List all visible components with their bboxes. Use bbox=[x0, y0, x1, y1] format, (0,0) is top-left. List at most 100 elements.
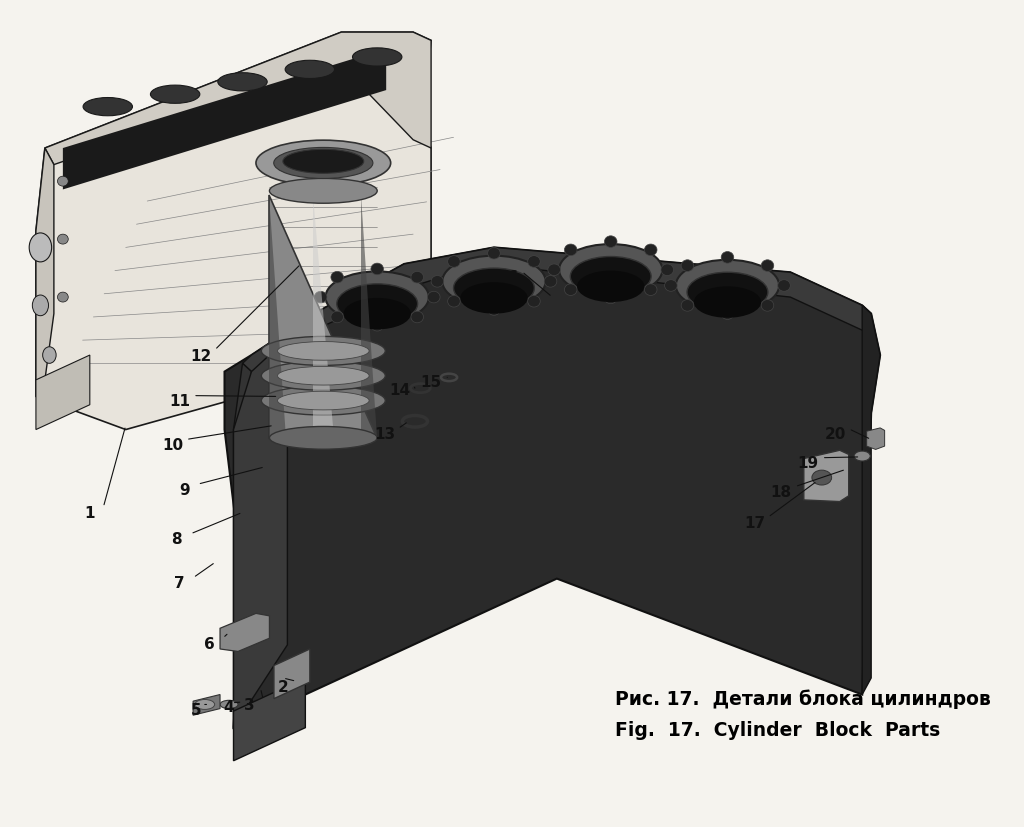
Text: 6: 6 bbox=[204, 636, 215, 651]
Ellipse shape bbox=[151, 86, 200, 104]
PathPatch shape bbox=[36, 149, 54, 397]
PathPatch shape bbox=[862, 306, 881, 695]
Circle shape bbox=[57, 235, 69, 245]
Circle shape bbox=[544, 276, 557, 288]
Circle shape bbox=[314, 292, 327, 304]
Circle shape bbox=[371, 320, 384, 332]
PathPatch shape bbox=[866, 428, 885, 450]
Circle shape bbox=[681, 300, 693, 312]
Circle shape bbox=[564, 284, 577, 296]
Text: 1: 1 bbox=[85, 505, 95, 520]
PathPatch shape bbox=[312, 196, 334, 438]
Circle shape bbox=[665, 280, 677, 292]
PathPatch shape bbox=[233, 364, 252, 728]
Ellipse shape bbox=[273, 148, 373, 179]
Ellipse shape bbox=[278, 392, 369, 410]
Circle shape bbox=[721, 252, 734, 264]
Circle shape bbox=[331, 272, 343, 284]
Circle shape bbox=[681, 261, 693, 272]
Circle shape bbox=[427, 292, 440, 304]
PathPatch shape bbox=[233, 347, 288, 728]
Text: 16: 16 bbox=[498, 270, 519, 284]
Ellipse shape bbox=[283, 151, 364, 174]
Circle shape bbox=[662, 265, 674, 276]
PathPatch shape bbox=[220, 614, 269, 652]
Text: 9: 9 bbox=[179, 482, 189, 497]
Text: Рис. 17.  Детали блока цилиндров: Рис. 17. Детали блока цилиндров bbox=[615, 689, 991, 709]
Text: 20: 20 bbox=[824, 427, 846, 442]
Circle shape bbox=[331, 312, 343, 323]
PathPatch shape bbox=[269, 196, 286, 438]
PathPatch shape bbox=[224, 248, 881, 728]
PathPatch shape bbox=[62, 50, 386, 190]
PathPatch shape bbox=[233, 678, 305, 761]
PathPatch shape bbox=[36, 356, 90, 430]
Circle shape bbox=[761, 261, 774, 272]
Text: Fig.  17.  Cylinder  Block  Parts: Fig. 17. Cylinder Block Parts bbox=[615, 720, 940, 739]
Ellipse shape bbox=[269, 179, 377, 204]
Ellipse shape bbox=[460, 283, 527, 314]
Ellipse shape bbox=[559, 245, 663, 296]
Ellipse shape bbox=[195, 700, 215, 710]
Ellipse shape bbox=[676, 261, 779, 312]
Circle shape bbox=[411, 272, 424, 284]
Text: 4: 4 bbox=[223, 700, 234, 715]
Ellipse shape bbox=[218, 74, 267, 92]
Ellipse shape bbox=[256, 141, 391, 186]
PathPatch shape bbox=[194, 695, 220, 715]
Text: 7: 7 bbox=[174, 576, 185, 590]
Text: 10: 10 bbox=[162, 437, 183, 452]
Circle shape bbox=[761, 300, 774, 312]
Ellipse shape bbox=[220, 700, 238, 709]
Ellipse shape bbox=[570, 257, 651, 297]
Text: 17: 17 bbox=[743, 515, 765, 530]
Ellipse shape bbox=[33, 295, 48, 316]
Circle shape bbox=[564, 245, 577, 256]
Ellipse shape bbox=[343, 299, 411, 330]
Ellipse shape bbox=[454, 269, 535, 308]
Circle shape bbox=[487, 248, 501, 260]
Ellipse shape bbox=[30, 233, 51, 263]
PathPatch shape bbox=[269, 196, 377, 438]
PathPatch shape bbox=[36, 33, 431, 430]
Circle shape bbox=[644, 284, 657, 296]
Circle shape bbox=[57, 293, 69, 303]
Text: 19: 19 bbox=[798, 456, 819, 471]
Circle shape bbox=[778, 280, 791, 292]
Ellipse shape bbox=[578, 271, 644, 303]
Ellipse shape bbox=[261, 337, 385, 366]
PathPatch shape bbox=[361, 196, 377, 438]
Text: 15: 15 bbox=[421, 375, 441, 390]
Circle shape bbox=[644, 245, 657, 256]
PathPatch shape bbox=[804, 451, 849, 502]
Text: 12: 12 bbox=[190, 348, 212, 363]
Ellipse shape bbox=[43, 347, 56, 364]
Ellipse shape bbox=[687, 273, 768, 313]
Ellipse shape bbox=[278, 367, 369, 385]
Circle shape bbox=[487, 304, 501, 316]
Ellipse shape bbox=[83, 98, 132, 117]
Circle shape bbox=[411, 312, 424, 323]
Text: 13: 13 bbox=[374, 427, 395, 442]
Text: 11: 11 bbox=[169, 394, 190, 409]
Ellipse shape bbox=[261, 362, 385, 391]
PathPatch shape bbox=[45, 33, 431, 165]
Ellipse shape bbox=[326, 272, 429, 323]
Ellipse shape bbox=[352, 49, 401, 67]
Ellipse shape bbox=[854, 452, 870, 461]
Circle shape bbox=[447, 296, 460, 308]
Circle shape bbox=[604, 293, 617, 304]
PathPatch shape bbox=[274, 649, 310, 699]
Text: 2: 2 bbox=[278, 679, 289, 694]
PathPatch shape bbox=[243, 248, 871, 372]
Ellipse shape bbox=[269, 427, 377, 450]
Circle shape bbox=[604, 237, 617, 248]
Circle shape bbox=[371, 264, 384, 275]
Text: 18: 18 bbox=[771, 485, 792, 500]
Text: 8: 8 bbox=[172, 532, 182, 547]
Ellipse shape bbox=[285, 61, 335, 79]
Text: 14: 14 bbox=[389, 383, 411, 398]
Circle shape bbox=[431, 276, 443, 288]
Text: 3: 3 bbox=[245, 697, 255, 712]
Ellipse shape bbox=[694, 287, 761, 318]
